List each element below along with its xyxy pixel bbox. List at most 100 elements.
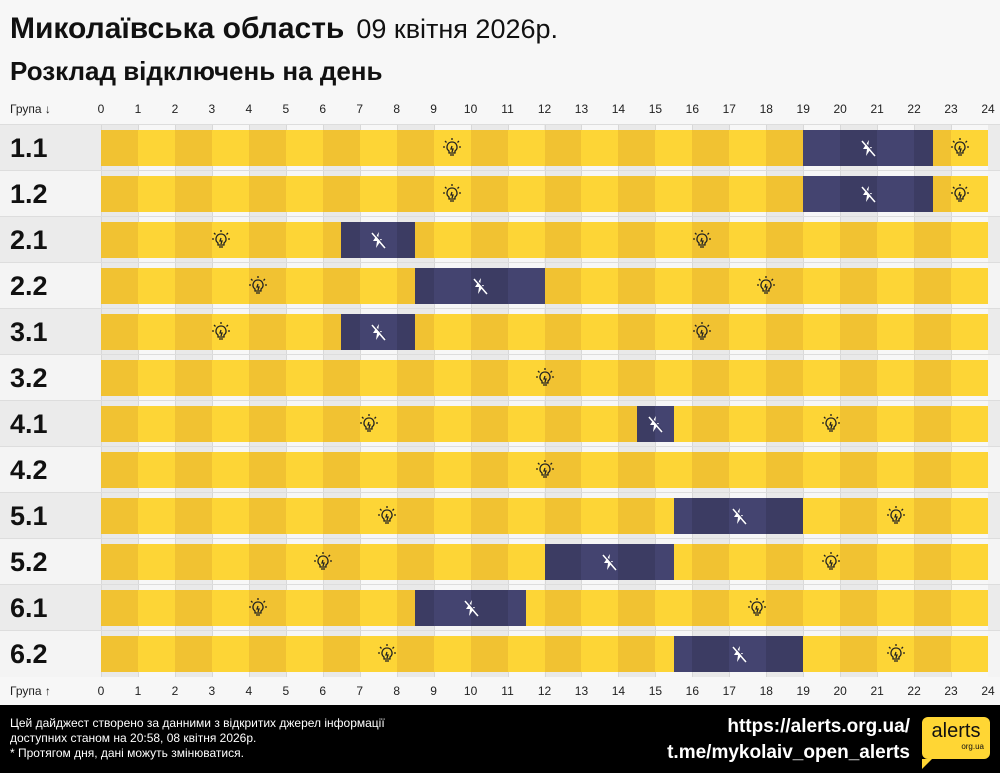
- hour-tick: 21: [870, 102, 884, 116]
- hour-tick: 5: [282, 102, 290, 116]
- power-on-segment: [914, 314, 952, 350]
- power-on-segment: [914, 544, 952, 580]
- power-on-segment: [618, 268, 656, 304]
- hour-tick: 17: [722, 684, 736, 698]
- hour-tick: 1: [134, 102, 142, 116]
- power-on-segment: [729, 360, 767, 396]
- power-on-segment: [951, 544, 989, 580]
- power-on-segment: [544, 222, 582, 258]
- power-on-segment: [137, 130, 176, 166]
- power-off-segment: [507, 590, 527, 626]
- power-on-segment: [396, 360, 435, 396]
- power-on-segment: [322, 590, 361, 626]
- power-on-segment: [285, 406, 324, 442]
- power-on-segment: [655, 360, 693, 396]
- power-off-segment: [673, 498, 693, 534]
- power-on-segment: [137, 176, 176, 212]
- power-on-segment: [544, 314, 582, 350]
- power-on-segment: [396, 406, 435, 442]
- power-on-segment: [396, 452, 435, 488]
- hour-tick: 9: [430, 684, 437, 698]
- hour-tick: 7: [356, 102, 364, 116]
- hour-tick: 16: [685, 684, 700, 698]
- power-on-segment: [507, 452, 545, 488]
- power-on-segment: [581, 590, 619, 626]
- power-on-segment: [655, 268, 693, 304]
- power-on-segment: [692, 360, 730, 396]
- power-on-segment: [359, 268, 398, 304]
- no-power-icon: [857, 183, 879, 205]
- power-on-segment: [248, 636, 287, 672]
- power-on-segment: [507, 176, 545, 212]
- power-on-segment: [415, 222, 435, 258]
- hour-tick: 12: [537, 684, 552, 698]
- power-on-segment: [877, 498, 915, 534]
- power-on-segment: [766, 314, 804, 350]
- power-on-segment: [692, 590, 730, 626]
- group-row-4.2: 4.2: [0, 446, 1000, 493]
- power-on-segment: [174, 452, 213, 488]
- hour-tick: 22: [907, 102, 921, 116]
- lightbulb-icon: [820, 413, 842, 435]
- website-link[interactable]: https://alerts.org.ua/: [727, 716, 910, 737]
- power-on-segment: [932, 130, 952, 166]
- hour-tick: 15: [648, 684, 663, 698]
- power-on-segment: [729, 590, 767, 626]
- power-on-segment: [101, 544, 139, 580]
- power-on-segment: [248, 222, 287, 258]
- lightbulb-icon: [376, 505, 398, 527]
- power-on-segment: [803, 222, 841, 258]
- power-on-segment: [544, 636, 582, 672]
- power-off-segment: [433, 268, 472, 304]
- power-on-segment: [433, 636, 472, 672]
- power-on-segment: [137, 544, 176, 580]
- footer-disclaimer: * Протягом дня, дані можуть змінюватися.: [10, 746, 244, 760]
- power-off-segment: [840, 130, 878, 166]
- group-row-4.1: 4.1: [0, 400, 1000, 447]
- hour-tick: 15: [648, 102, 663, 116]
- power-on-segment: [101, 498, 139, 534]
- hour-tick: 0: [97, 684, 105, 698]
- power-off-segment: [655, 406, 675, 442]
- lightbulb-icon: [820, 551, 842, 573]
- power-on-segment: [322, 452, 361, 488]
- power-on-segment: [544, 176, 582, 212]
- power-on-segment: [359, 130, 398, 166]
- power-on-segment: [137, 360, 176, 396]
- hour-tick: 16: [685, 102, 700, 116]
- group-row-6.2: 6.2: [0, 630, 1000, 677]
- power-on-segment: [248, 406, 287, 442]
- power-on-segment: [581, 222, 619, 258]
- power-off-segment: [544, 544, 582, 580]
- power-on-segment: [803, 268, 841, 304]
- power-off-segment: [636, 406, 656, 442]
- power-on-segment: [470, 544, 509, 580]
- power-off-segment: [470, 590, 509, 626]
- lightbulb-icon: [534, 459, 556, 481]
- power-on-segment: [544, 130, 582, 166]
- power-on-segment: [877, 636, 915, 672]
- power-on-segment: [101, 636, 139, 672]
- power-on-segment: [914, 590, 952, 626]
- power-on-segment: [544, 590, 582, 626]
- power-on-segment: [507, 636, 545, 672]
- group-label: 3.2: [10, 363, 48, 393]
- power-off-segment: [396, 314, 416, 350]
- power-on-segment: [618, 636, 656, 672]
- group-label: 6.1: [10, 593, 48, 623]
- power-on-segment: [470, 452, 509, 488]
- group-row-5.2: 5.2: [0, 538, 1000, 585]
- power-off-segment: [803, 130, 841, 166]
- logo-subtext: org.ua: [961, 742, 984, 751]
- power-off-segment: [692, 498, 730, 534]
- power-on-segment: [729, 176, 767, 212]
- power-on-segment: [840, 360, 878, 396]
- power-on-segment: [285, 590, 324, 626]
- telegram-link[interactable]: t.me/mykolaiv_open_alerts: [667, 742, 910, 763]
- power-on-segment: [840, 314, 878, 350]
- power-on-segment: [211, 268, 250, 304]
- power-on-segment: [544, 498, 582, 534]
- power-on-segment: [914, 498, 952, 534]
- hour-tick: 20: [833, 684, 847, 698]
- power-on-segment: [322, 176, 361, 212]
